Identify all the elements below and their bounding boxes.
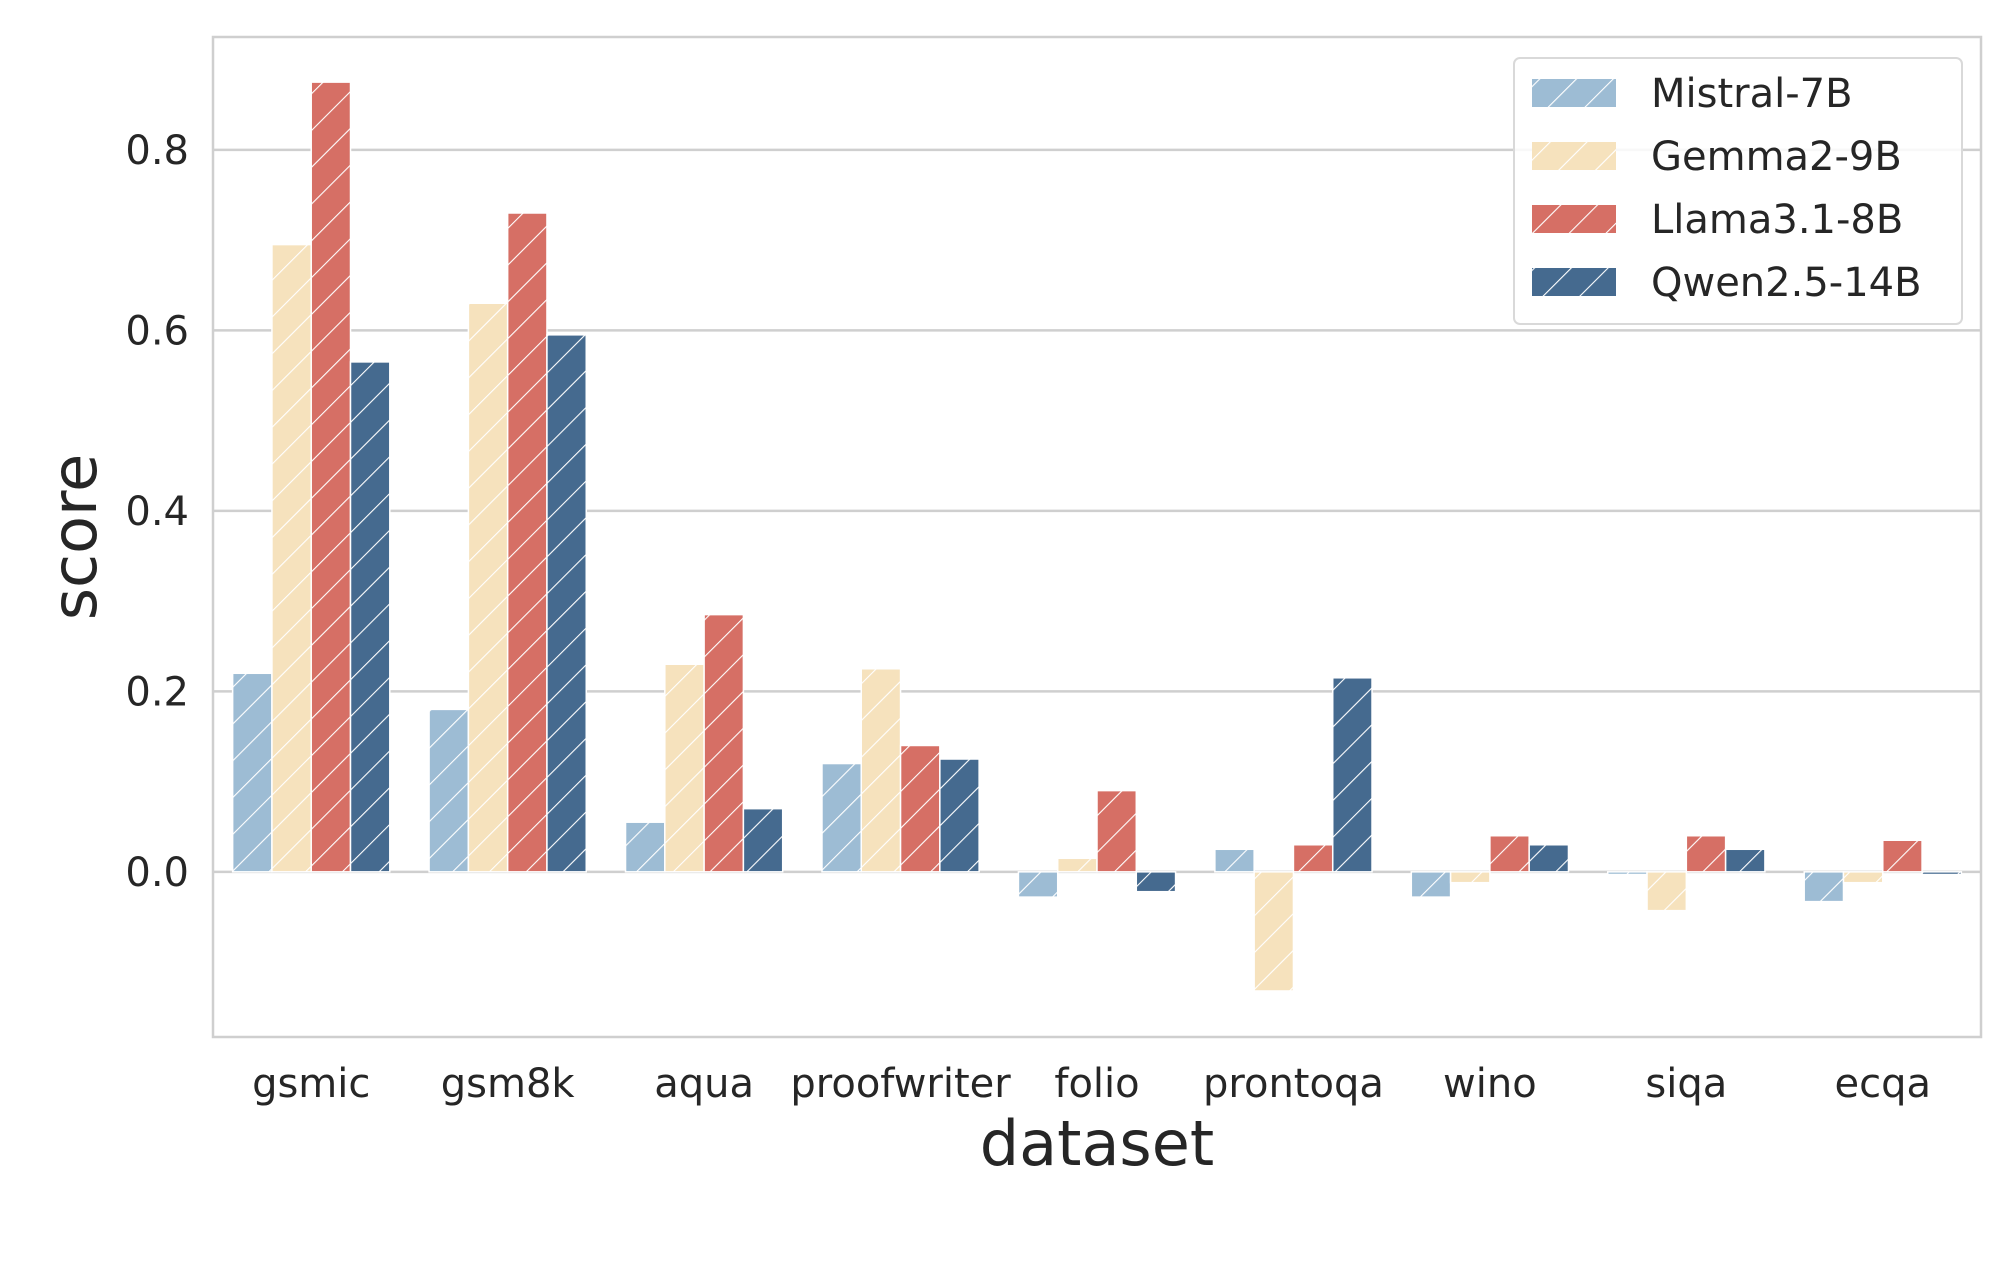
bar (1449, 871, 1491, 884)
y-tick-label: 0.8 (125, 128, 189, 174)
x-tick-label: aqua (654, 1061, 754, 1107)
legend-frame (1513, 57, 1963, 325)
x-tick-label: wino (1443, 1061, 1537, 1107)
legend-entry: Gemma2-9B (1532, 134, 1902, 180)
x-tick-label: folio (1054, 1061, 1139, 1107)
bar (1685, 834, 1727, 873)
legend-entry: Qwen2.5-14B (1532, 260, 1922, 306)
bar (1292, 844, 1334, 873)
bar (939, 758, 980, 873)
bar (860, 668, 902, 873)
y-tick-labels: 0.0 0.2 0.4 0.6 0.8 (125, 128, 189, 896)
bar (1921, 871, 1963, 876)
x-tick-label: gsm8k (441, 1061, 576, 1107)
legend-entry: Llama3.1-8B (1532, 197, 1903, 243)
y-axis-label: score (38, 454, 111, 621)
bar (899, 744, 941, 873)
bar (428, 708, 470, 873)
legend-label: Qwen2.5-14B (1651, 260, 1922, 306)
bar (1882, 839, 1923, 873)
bar (1803, 871, 1845, 903)
legend-label: Gemma2-9B (1651, 134, 1902, 180)
y-tick-label: 0.2 (125, 669, 189, 715)
bar (1017, 871, 1059, 898)
y-tick-label: 0.4 (125, 489, 189, 535)
y-tick-label: 0.0 (125, 850, 189, 896)
bar (1331, 677, 1373, 873)
x-tick-label: proofwriter (790, 1061, 1011, 1107)
bar (546, 334, 587, 873)
bar (310, 81, 352, 873)
bar (231, 672, 273, 873)
bar (349, 361, 391, 873)
bar (506, 212, 548, 873)
bar (1724, 848, 1766, 873)
bar (1056, 857, 1098, 873)
x-tick-label: gsmic (252, 1061, 370, 1107)
x-tick-label: ecqa (1835, 1061, 1932, 1107)
bar (624, 821, 666, 873)
legend-entry: Mistral-7B (1532, 71, 1853, 117)
bar (271, 243, 312, 873)
bar (821, 762, 863, 873)
y-tick-label: 0.6 (125, 308, 189, 354)
x-tick-label: prontoqa (1203, 1061, 1384, 1107)
x-tick-labels: gsmic gsm8k aqua proofwriter folio prontoqa wi… (252, 1061, 1931, 1107)
bar (1214, 848, 1255, 873)
bar (1607, 871, 1648, 876)
bar (1410, 871, 1452, 898)
bars (231, 81, 1963, 992)
bar (1646, 871, 1688, 912)
bar (467, 302, 509, 873)
x-axis-label: dataset (980, 1107, 1214, 1180)
bar (1096, 789, 1138, 873)
bar (742, 807, 784, 873)
legend-label: Mistral-7B (1651, 71, 1853, 117)
bar (1253, 871, 1295, 992)
legend-label: Llama3.1-8B (1651, 197, 1903, 243)
bar (1842, 871, 1884, 884)
legend: Mistral-7B Gemma2-9B Llama3.1-8B Qwen2.5-14… (1513, 57, 1963, 325)
bar (1135, 871, 1177, 893)
bar (703, 613, 745, 873)
bar (1528, 844, 1570, 873)
bar (1489, 834, 1530, 873)
x-tick-label: siqa (1645, 1061, 1727, 1107)
bar (664, 663, 705, 873)
